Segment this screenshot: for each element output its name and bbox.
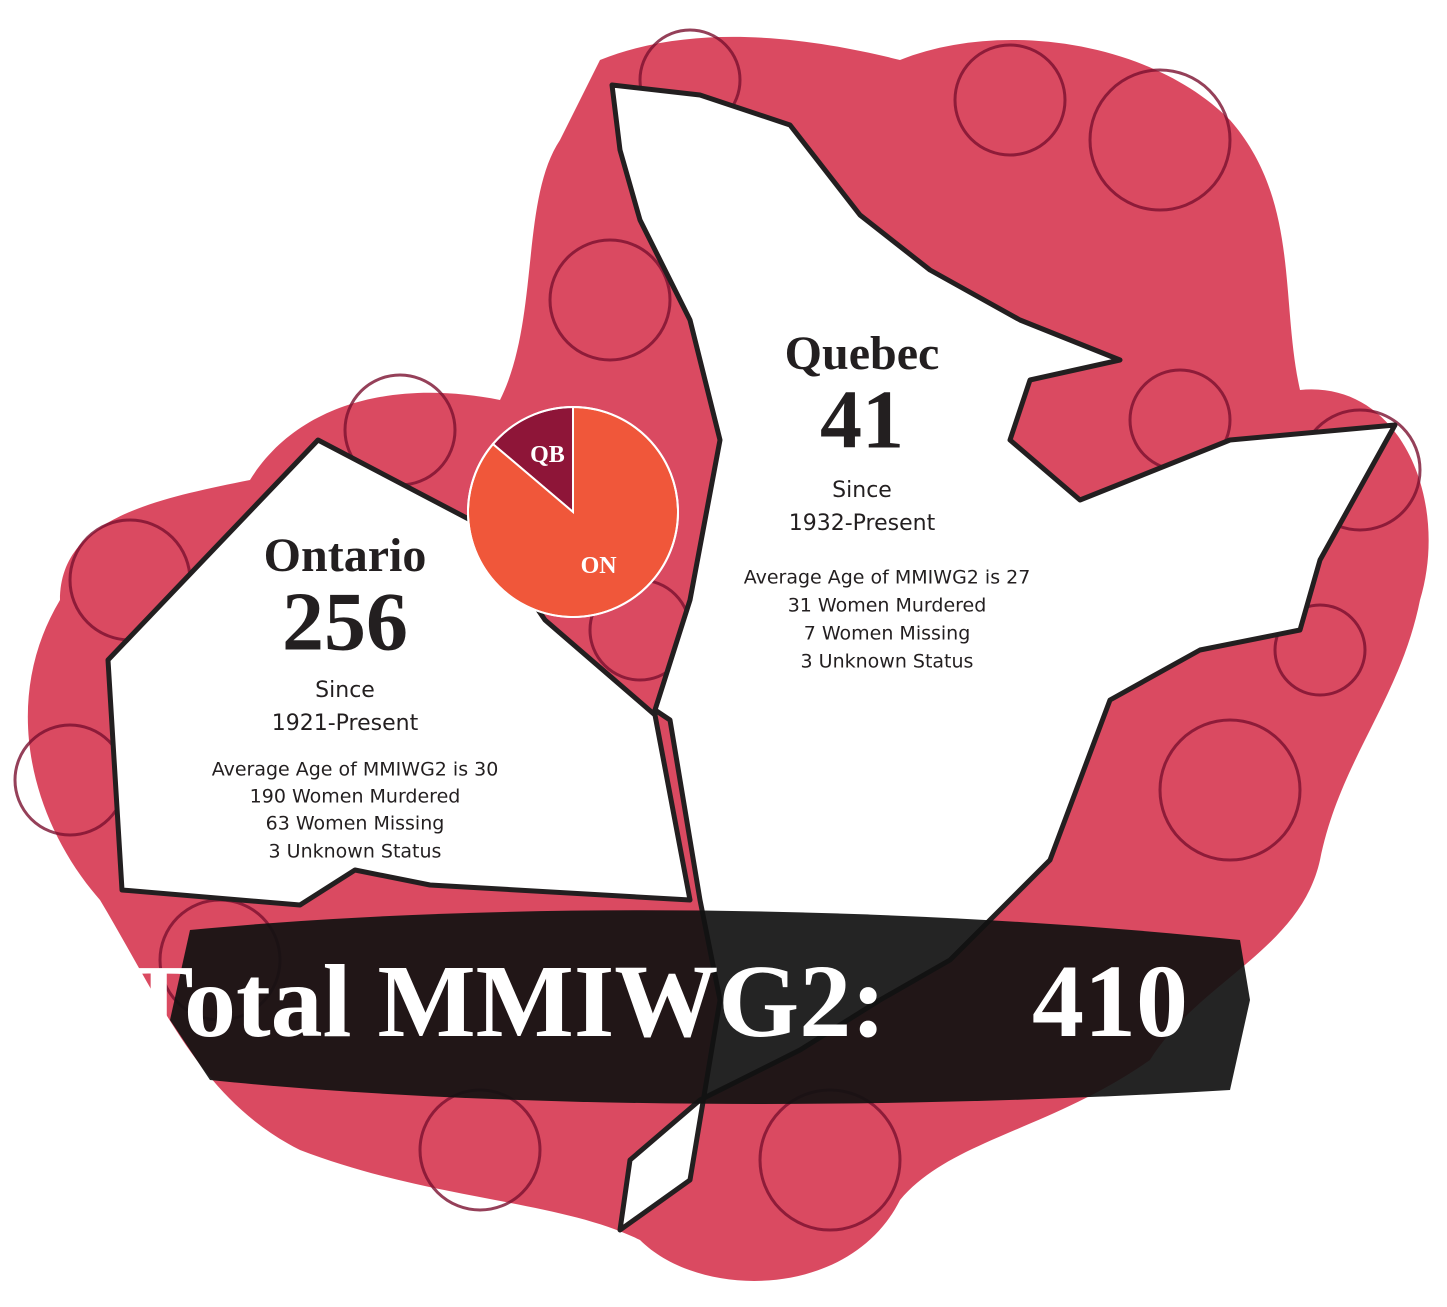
since-label: Since (832, 478, 892, 503)
detail: 7 Women Missing (804, 623, 971, 645)
pie-label: ON (581, 553, 618, 579)
province-name: Ontario (264, 529, 427, 582)
detail: 3 Unknown Status (801, 651, 974, 673)
period: 1921-Present (272, 711, 419, 736)
pie-chart: QB ON (468, 407, 678, 617)
pie-label: QB (530, 442, 565, 468)
province-name: Quebec (785, 327, 940, 380)
period: 1932-Present (789, 511, 936, 536)
detail: 3 Unknown Status (269, 841, 442, 863)
page: QB ON Ontario 256 Since 1921-Present Aver… (0, 0, 1447, 1307)
detail: Average Age of MMIWG2 is 30 (212, 759, 499, 781)
total-label: Total MMIWG2: (124, 944, 886, 1059)
total-value: 410 (1032, 944, 1188, 1059)
detail: Average Age of MMIWG2 is 27 (744, 567, 1031, 589)
since-label: Since (315, 678, 375, 703)
detail: 63 Women Missing (266, 813, 445, 835)
detail: 31 Women Murdered (788, 595, 987, 617)
infographic: QB ON Ontario 256 Since 1921-Present Aver… (0, 0, 1447, 1307)
detail: 190 Women Murdered (250, 786, 461, 808)
province-count: 256 (282, 575, 408, 668)
province-count: 41 (820, 373, 904, 466)
